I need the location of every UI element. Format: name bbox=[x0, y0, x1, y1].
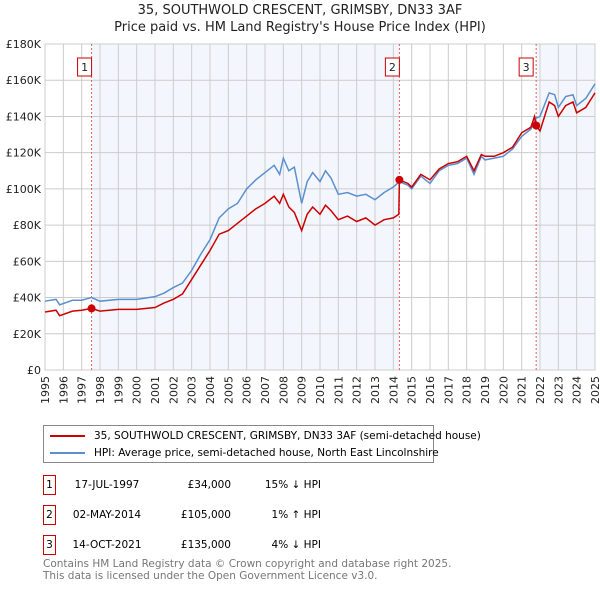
x-tick-label: 2016 bbox=[424, 376, 437, 404]
y-tick-label: £120K bbox=[6, 147, 42, 160]
x-tick-label: 2018 bbox=[461, 376, 474, 404]
x-tick-label: 2013 bbox=[369, 376, 382, 404]
x-tick-label: 1998 bbox=[94, 376, 107, 404]
y-tick-label: £140K bbox=[6, 110, 42, 123]
x-tick-label: 2002 bbox=[167, 376, 180, 404]
x-tick-label: 2005 bbox=[222, 376, 235, 404]
footer: Contains HM Land Registry data © Crown c… bbox=[43, 558, 451, 582]
footer-line: This data is licensed under the Open Gov… bbox=[43, 570, 378, 582]
sale-hpi-diff: 15% ↓ HPI bbox=[264, 479, 321, 491]
y-tick-label: £20K bbox=[13, 328, 42, 341]
x-tick-label: 2019 bbox=[479, 376, 492, 404]
sale-point bbox=[395, 175, 404, 184]
sale-marker-box bbox=[77, 57, 93, 77]
x-tick-label: 2008 bbox=[277, 376, 290, 404]
x-tick-label: 2009 bbox=[296, 376, 309, 404]
sale-marker-label: 2 bbox=[389, 61, 396, 74]
sale-marker-label: 3 bbox=[43, 535, 56, 555]
sale-marker-box bbox=[384, 57, 400, 77]
x-tick-label: 1999 bbox=[112, 376, 125, 404]
x-tick-label: 2017 bbox=[442, 376, 455, 404]
y-tick-label: £60K bbox=[13, 255, 42, 268]
sale-price: £105,000 bbox=[180, 509, 231, 521]
legend-swatch bbox=[50, 435, 85, 437]
sale-date: 17-JUL-1997 bbox=[74, 479, 140, 491]
y-tick-label: £40K bbox=[13, 292, 42, 305]
x-tick-label: 1995 bbox=[39, 376, 52, 404]
price-paid-line bbox=[44, 92, 596, 317]
x-tick-label: 2020 bbox=[497, 376, 510, 404]
sale-marker-box bbox=[518, 57, 534, 77]
y-tick-label: £160K bbox=[6, 74, 42, 87]
sale-row: 2 02-MAY-2014 £105,000 1% ↑ HPI bbox=[43, 505, 343, 525]
x-tick-label: 1997 bbox=[76, 376, 89, 404]
y-tick-label: £0 bbox=[27, 364, 41, 377]
x-tick-label: 2006 bbox=[241, 376, 254, 404]
shaded-region bbox=[536, 44, 595, 370]
x-tick-label: 2022 bbox=[534, 376, 547, 404]
plot-area: 1995 1996 1997 1998 1999 2000 2001 2002 2003 2004… bbox=[6, 38, 600, 404]
shaded-region bbox=[91, 44, 400, 370]
sale-date: 02-MAY-2014 bbox=[72, 509, 142, 521]
x-tick-label: 1996 bbox=[57, 376, 70, 404]
x-tick-label: 2015 bbox=[406, 376, 419, 404]
sale-date: 14-OCT-2021 bbox=[72, 539, 142, 551]
x-tick-label: 2024 bbox=[571, 376, 584, 404]
x-tick-label: 2000 bbox=[131, 376, 144, 404]
x-tick-label: 2001 bbox=[149, 376, 162, 404]
x-tick-label: 2012 bbox=[351, 376, 364, 404]
sale-hpi-diff: 1% ↑ HPI bbox=[271, 509, 321, 521]
x-tick-label: 2023 bbox=[552, 376, 565, 404]
legend-label: HPI: Average price, semi-detached house,… bbox=[94, 447, 439, 459]
sale-marker-label: 1 bbox=[43, 475, 56, 495]
x-tick-label: 2007 bbox=[259, 376, 272, 404]
x-tick-label: 2014 bbox=[387, 376, 400, 404]
legend-swatch bbox=[50, 452, 85, 454]
sale-point bbox=[87, 304, 96, 313]
legend-label: 35, SOUTHWOLD CRESCENT, GRIMSBY, DN33 3A… bbox=[94, 430, 481, 442]
x-tick-label: 2011 bbox=[332, 376, 345, 404]
sale-row: 3 14-OCT-2021 £135,000 4% ↓ HPI bbox=[43, 535, 343, 555]
legend: 35, SOUTHWOLD CRESCENT, GRIMSBY, DN33 3A… bbox=[43, 425, 481, 463]
hpi-line bbox=[44, 83, 596, 306]
x-tick-label: 2010 bbox=[314, 376, 327, 404]
chart-subtitle: Price paid vs. HM Land Registry's House … bbox=[114, 20, 486, 35]
sale-marker-label: 1 bbox=[81, 61, 88, 74]
chart-title: 35, SOUTHWOLD CRESCENT, GRIMSBY, DN33 3A… bbox=[137, 3, 463, 18]
x-tick-label: 2003 bbox=[186, 376, 199, 404]
y-tick-label: £100K bbox=[6, 183, 42, 196]
sale-marker-label: 3 bbox=[523, 61, 530, 74]
footer-line: Contains HM Land Registry data © Crown c… bbox=[43, 558, 452, 570]
y-tick-label: £80K bbox=[13, 219, 42, 232]
sale-row: 1 17-JUL-1997 £34,000 15% ↓ HPI bbox=[43, 475, 343, 495]
x-tick-label: 2004 bbox=[204, 376, 217, 404]
sale-price: £135,000 bbox=[180, 539, 231, 551]
sale-point bbox=[532, 121, 541, 130]
legend-item-hpi: HPI: Average price, semi-detached house,… bbox=[50, 445, 439, 461]
sale-hpi-diff: 4% ↓ HPI bbox=[271, 539, 321, 551]
legend-item-property: 35, SOUTHWOLD CRESCENT, GRIMSBY, DN33 3A… bbox=[50, 428, 481, 444]
x-tick-label: 2025 bbox=[589, 376, 600, 404]
sale-price: £34,000 bbox=[187, 479, 231, 491]
sale-marker-label: 2 bbox=[43, 505, 56, 525]
y-tick-label: £180K bbox=[6, 38, 42, 51]
x-tick-label: 2021 bbox=[516, 376, 529, 404]
